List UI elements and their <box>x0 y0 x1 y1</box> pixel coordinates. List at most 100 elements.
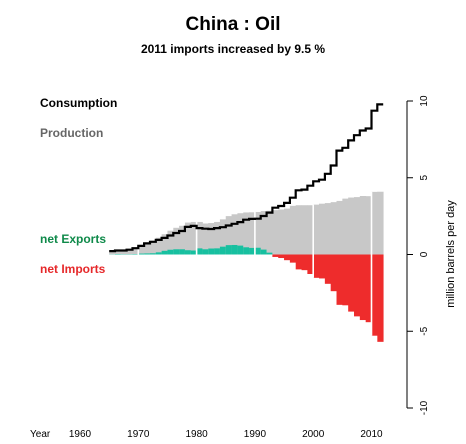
net-exports-bar <box>214 248 221 255</box>
production-bar <box>179 225 186 255</box>
production-bar <box>284 208 291 255</box>
x-axis: 1960 1970 1980 1990 2000 2010 <box>69 429 383 440</box>
net-exports-bar <box>196 248 203 255</box>
net-imports-bar <box>342 254 349 306</box>
legend-consumption: Consumption <box>40 96 117 110</box>
production-bar <box>149 240 157 255</box>
net-imports-bar <box>319 254 326 279</box>
production-bar <box>260 211 267 255</box>
net-exports-bar <box>144 253 151 255</box>
x-tick-label: 1980 <box>185 429 208 440</box>
net-imports-bar <box>284 254 291 261</box>
net-imports-bar <box>278 254 285 259</box>
net-imports-bar <box>301 254 308 271</box>
net-imports-bar <box>313 254 320 278</box>
net-imports-bar <box>336 254 343 305</box>
chart-subtitle: 2011 imports increased by 9.5 % <box>141 42 325 56</box>
production-bar <box>138 244 145 255</box>
production-bar <box>225 216 232 255</box>
production-bar <box>126 249 133 255</box>
net-exports-bar <box>202 249 209 255</box>
net-exports-bar <box>184 250 192 255</box>
production-bar <box>109 250 116 255</box>
x-tick-label: 2010 <box>360 429 383 440</box>
net-imports-bar <box>365 254 372 323</box>
net-exports-bar <box>237 245 244 255</box>
production-bar <box>266 210 273 255</box>
net-exports-bar <box>260 249 267 255</box>
net-imports-bar <box>330 254 337 292</box>
production-bar <box>342 198 349 255</box>
net-imports-bar <box>359 254 367 321</box>
production-bar <box>219 219 227 255</box>
y-tick-label: 0 <box>419 251 430 257</box>
production-bar <box>184 222 192 255</box>
production-bar <box>208 223 215 255</box>
net-exports-bar <box>167 249 174 255</box>
net-imports-bar <box>289 254 297 263</box>
net-imports-bar <box>354 254 361 317</box>
net-exports-bar <box>208 248 215 255</box>
x-tick-label: 2000 <box>302 429 325 440</box>
net-exports-bar <box>249 247 256 255</box>
production-bar <box>319 203 326 255</box>
production-bar <box>254 211 262 255</box>
consumption-line <box>109 103 384 253</box>
production-bar <box>301 205 308 255</box>
production-bar <box>371 191 378 255</box>
plot-area <box>109 103 384 342</box>
net-exports-bar <box>266 252 273 255</box>
net-exports-bar <box>231 244 238 255</box>
net-imports-bar <box>324 254 332 284</box>
x-axis-title: Year <box>30 429 51 440</box>
x-tick-label: 1990 <box>244 429 267 440</box>
production-bar <box>190 221 197 255</box>
net-exports-bar <box>179 249 186 255</box>
net-exports-bar <box>149 253 157 255</box>
net-imports-bar <box>348 254 355 312</box>
net-imports-bar <box>371 254 378 336</box>
net-exports-bar <box>138 253 145 255</box>
production-bar <box>278 209 285 255</box>
production-bar <box>144 242 151 255</box>
production-bar <box>167 230 174 255</box>
net-exports-bar <box>243 247 250 255</box>
production-bar <box>243 212 250 255</box>
production-bar <box>307 205 314 255</box>
production-bar <box>289 205 297 255</box>
production-bar <box>324 203 332 255</box>
y-tick-label: -5 <box>419 326 430 335</box>
y-axis-title: million barrels per day <box>445 200 457 308</box>
net-exports-bar <box>161 250 168 255</box>
net-imports-bar <box>377 254 384 342</box>
net-exports-bar <box>173 249 180 255</box>
production-bar <box>272 210 279 255</box>
production-bar <box>336 200 343 255</box>
production-bar <box>237 213 244 255</box>
production-bar <box>313 204 320 255</box>
legend-net-imports: net Imports <box>40 262 106 276</box>
legend-net-exports: net Exports <box>40 232 106 246</box>
production-bar <box>173 227 180 255</box>
production-bar <box>202 223 209 255</box>
y-tick-label: -10 <box>419 400 430 415</box>
production-bar <box>348 197 355 255</box>
net-exports-bar <box>155 252 163 255</box>
legend-production: Production <box>40 126 103 140</box>
net-imports-bar <box>295 254 302 270</box>
production-bar <box>120 250 128 255</box>
production-bar <box>365 196 372 255</box>
production-bar <box>249 212 256 255</box>
production-bar <box>330 202 337 255</box>
x-tick-label: 1960 <box>69 429 92 440</box>
production-bar <box>214 221 221 255</box>
production-bar <box>161 234 168 255</box>
production-bar <box>114 250 122 255</box>
net-imports-bar <box>272 254 279 257</box>
production-bar <box>295 205 302 255</box>
y-tick-label: 5 <box>419 175 430 181</box>
y-tick-label: 10 <box>419 95 430 107</box>
production-bar <box>196 221 203 255</box>
net-imports-bar <box>307 254 314 274</box>
